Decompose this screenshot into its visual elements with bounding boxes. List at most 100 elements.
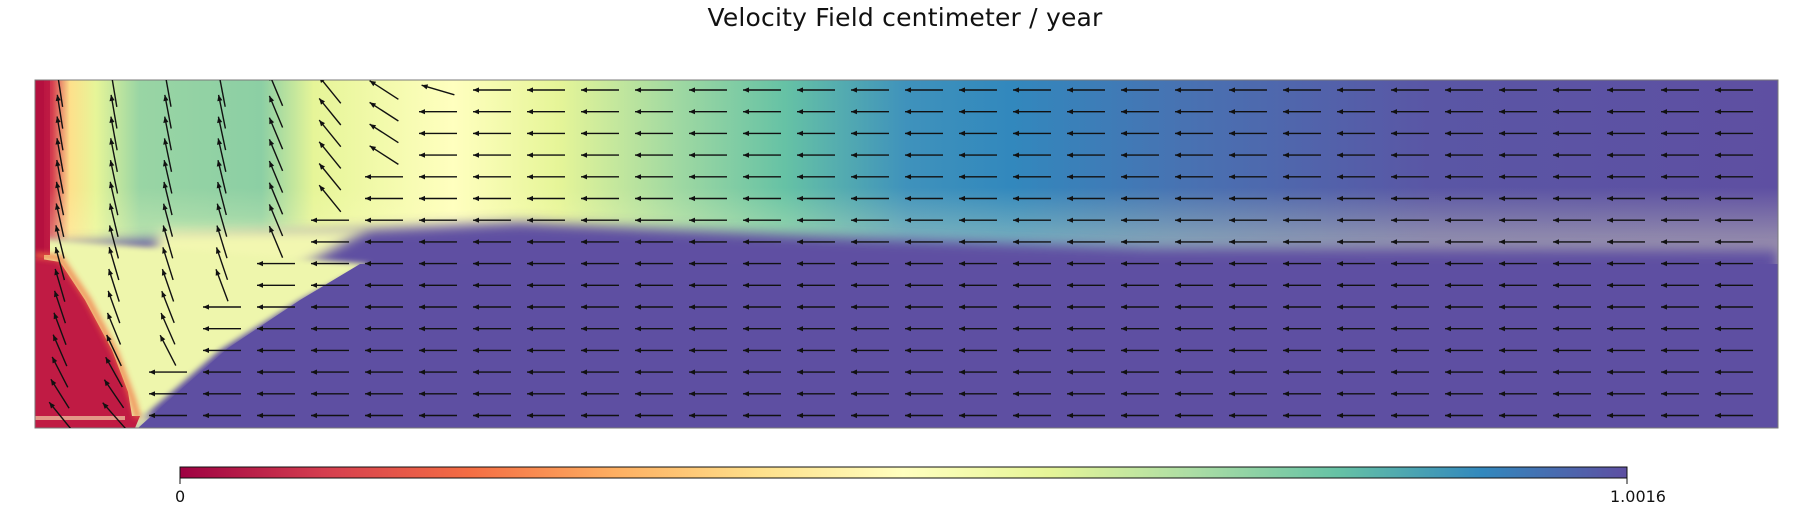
velocity-arrow-head — [53, 312, 59, 320]
velocity-arrow-head — [1067, 217, 1073, 223]
velocity-arrow-head — [269, 117, 275, 125]
velocity-arrow-head — [797, 109, 803, 115]
velocity-arrow-head — [105, 357, 111, 364]
velocity-arrow-head — [1499, 391, 1505, 397]
velocity-arrow-head — [851, 391, 857, 397]
velocity-arrow-head — [1391, 195, 1397, 202]
velocity-arrow-head — [581, 174, 587, 180]
velocity-arrow-head — [1013, 282, 1019, 288]
velocity-arrow-head — [959, 174, 965, 180]
velocity-arrow-head — [1607, 347, 1613, 353]
velocity-arrow-head — [959, 152, 965, 158]
velocity-arrow-head — [473, 347, 479, 353]
velocity-arrow-head — [216, 203, 222, 211]
velocity-arrow-head — [55, 138, 61, 145]
velocity-arrow-head — [689, 282, 695, 288]
velocity-arrow-head — [1067, 174, 1073, 180]
velocity-arrow-head — [311, 217, 317, 223]
velocity-arrow-head — [1337, 282, 1343, 288]
velocity-arrow-head — [1553, 391, 1559, 397]
velocity-arrow-head — [1715, 87, 1721, 93]
velocity-arrow-head — [1337, 412, 1343, 419]
velocity-arrow-head — [635, 217, 641, 223]
velocity-arrow-head — [1337, 87, 1343, 93]
velocity-arrow-head — [1553, 109, 1559, 115]
velocity-arrow-head — [905, 369, 911, 375]
velocity-arrow-head — [50, 379, 57, 386]
velocity-arrow-head — [1607, 195, 1613, 202]
velocity-arrow-head — [1175, 152, 1181, 158]
velocity-arrow-head — [162, 203, 168, 211]
velocity-arrow-head — [473, 152, 479, 158]
velocity-arrow-head — [1067, 195, 1073, 202]
velocity-arrow-head — [1661, 195, 1667, 202]
velocity-arrow-head — [1553, 412, 1559, 419]
velocity-arrow-head — [419, 217, 425, 223]
velocity-arrow-head — [1121, 130, 1127, 136]
velocity-arrow-head — [163, 160, 169, 167]
velocity-arrow-head — [1391, 347, 1397, 353]
velocity-arrow-head — [365, 412, 371, 419]
velocity-arrow-head — [635, 261, 641, 267]
velocity-arrow-head — [797, 304, 803, 310]
velocity-arrow-head — [1445, 109, 1451, 115]
velocity-arrow-head — [419, 369, 425, 375]
velocity-arrow-head — [1121, 109, 1127, 115]
velocity-arrow-head — [419, 412, 425, 419]
velocity-arrow-head — [1553, 282, 1559, 288]
velocity-arrow-head — [311, 369, 317, 375]
velocity-arrow-head — [54, 247, 60, 254]
velocity-arrow-head — [635, 412, 641, 419]
velocity-arrow-head — [797, 261, 803, 267]
velocity-arrow-head — [365, 304, 371, 310]
velocity-arrow-head — [311, 239, 317, 245]
velocity-arrow-head — [1553, 130, 1559, 136]
velocity-arrow-head — [1175, 87, 1181, 93]
velocity-arrow-head — [1607, 109, 1613, 115]
velocity-arrow-head — [54, 268, 60, 276]
velocity-arrow-head — [1661, 130, 1667, 136]
velocity-arrow-head — [1445, 326, 1451, 332]
velocity-arrow-head — [1283, 130, 1289, 136]
velocity-arrow-head — [1175, 109, 1181, 115]
velocity-arrow-head — [1229, 130, 1235, 136]
velocity-arrow-head — [257, 369, 263, 375]
velocity-arrow-head — [1175, 326, 1181, 332]
velocity-arrow-head — [1553, 347, 1559, 353]
velocity-arrow-head — [797, 412, 803, 419]
velocity-arrow-head — [635, 304, 641, 310]
velocity-arrow-head — [581, 326, 587, 332]
velocity-arrow-head — [743, 109, 749, 115]
velocity-arrow-head — [1499, 174, 1505, 180]
velocity-arrow-head — [1175, 282, 1181, 288]
velocity-arrow-head — [689, 304, 695, 310]
velocity-arrow-head — [689, 412, 695, 419]
velocity-arrow-head — [1013, 239, 1019, 245]
velocity-arrow-head — [102, 402, 109, 409]
velocity-arrow-head — [1715, 304, 1721, 310]
velocity-arrow-head — [1499, 261, 1505, 267]
velocity-arrow-head — [1391, 239, 1397, 245]
velocity-arrow-head — [689, 174, 695, 180]
velocity-arrow-head — [527, 391, 533, 397]
velocity-arrow-head — [419, 391, 425, 397]
velocity-arrow-head — [365, 282, 371, 288]
velocity-arrow-head — [527, 87, 533, 93]
velocity-arrow-head — [1715, 369, 1721, 375]
velocity-arrow-head — [851, 347, 857, 353]
velocity-arrow-head — [581, 261, 587, 267]
velocity-arrow-head — [905, 326, 911, 332]
velocity-arrow-head — [1337, 326, 1343, 332]
velocity-arrow-head — [1337, 152, 1343, 158]
velocity-arrow-head — [1553, 239, 1559, 245]
velocity-arrow-head — [257, 412, 263, 419]
velocity-arrow-head — [1013, 412, 1019, 419]
velocity-arrow-head — [203, 304, 209, 310]
velocity-arrow-head — [1121, 391, 1127, 397]
velocity-arrow-head — [161, 313, 166, 320]
velocity-arrow-head — [1175, 304, 1181, 310]
velocity-arrow-head — [581, 412, 587, 419]
velocity-colormap-field — [35, 80, 1778, 428]
velocity-arrow-head — [473, 217, 479, 223]
velocity-arrow-head — [473, 304, 479, 310]
